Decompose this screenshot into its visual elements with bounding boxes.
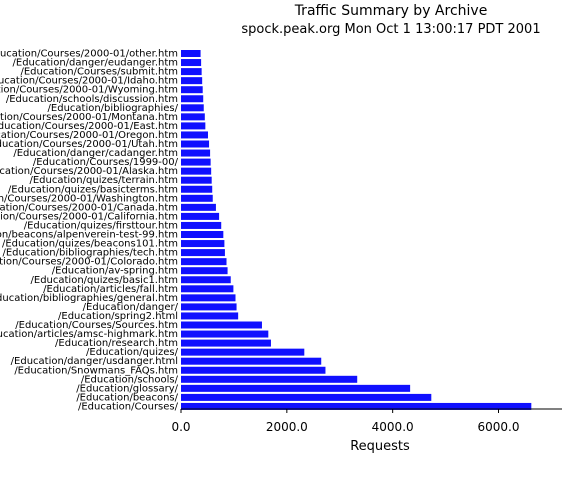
bar	[181, 348, 305, 356]
category-label: /Education/beacons/alpenverein-test-99.h…	[0, 230, 178, 241]
bar	[181, 50, 201, 57]
bar	[181, 185, 213, 193]
bar	[181, 86, 203, 94]
category-label: /Education/danger/	[83, 302, 179, 313]
bar	[181, 95, 204, 103]
category-label: /Education/glossary/	[76, 383, 178, 394]
category-label: /Education/Courses/submit.htm	[20, 67, 178, 78]
bar	[181, 339, 271, 347]
bar	[181, 140, 210, 148]
category-label: /Education/quizes/firsttour.htm	[24, 220, 178, 231]
bar	[181, 258, 227, 266]
bar	[181, 384, 411, 392]
category-label: /Education/articles/amsc-highmark.htm	[0, 329, 178, 340]
bar	[181, 294, 236, 302]
category-label: /Education/bibliographies/	[48, 103, 179, 114]
category-label: /Education/Courses/2000-01/California.ht…	[0, 211, 178, 222]
category-label: /Education/danger/usdanger.html	[11, 356, 178, 367]
category-label: /Education/danger/eudanger.htm	[13, 58, 179, 69]
chart-title: Traffic Summary by Archive	[294, 3, 488, 19]
x-axis-ticks: 0.0 2000.0 4000.0 6000.0	[171, 409, 520, 434]
category-label: /Education/Courses/2000-01/Montana.htm	[0, 112, 178, 123]
bar	[181, 176, 212, 184]
x-axis-title: Requests	[350, 439, 410, 454]
bar	[181, 303, 237, 311]
category-label: /Education/Courses/2000-01/East.htm	[0, 121, 178, 132]
category-label: /Education/quizes/	[86, 347, 179, 358]
bar	[181, 240, 225, 248]
category-label: /Education/bibliographies/tech.htm	[2, 248, 178, 259]
category-label: /Education/bibliographies/general.htm	[0, 293, 178, 304]
bar	[181, 221, 222, 229]
category-label: /Education/Courses/1999-00/	[33, 157, 179, 168]
category-label: /Education/quizes/basicterms.htm	[8, 184, 178, 195]
bar	[181, 167, 212, 175]
bar	[181, 158, 211, 166]
bar	[181, 321, 262, 329]
bar	[181, 59, 202, 67]
bar	[181, 231, 224, 238]
category-label: /Education/articles/fall.htm	[43, 284, 178, 295]
category-label: /Education/danger/cadanger.htm	[13, 148, 178, 159]
category-label: /Education/Snowmans_FAQs.htm	[14, 365, 178, 376]
bar	[181, 131, 208, 139]
bar	[181, 212, 220, 220]
bar	[181, 393, 432, 401]
category-label: /Education/Courses/	[78, 401, 179, 412]
category-label: /Education/beacons/	[76, 392, 178, 403]
bar	[181, 366, 326, 374]
bar	[181, 77, 203, 85]
bar	[181, 357, 322, 365]
x-tick-label: 4000.0	[372, 420, 414, 434]
category-label: /Education/Courses/2000-01/Colorado.htm	[0, 257, 178, 268]
bar	[181, 285, 234, 293]
category-label: /Education/Courses/2000-01/Idaho.htm	[0, 76, 178, 87]
category-label: /Education/av-spring.htm	[52, 266, 178, 277]
bar	[181, 68, 202, 76]
category-label: /Education/quizes/terrain.htm	[29, 175, 178, 186]
category-label: /Education/spring2.html	[58, 311, 178, 322]
bar	[181, 312, 239, 320]
bar	[181, 375, 358, 383]
x-tick-label: 6000.0	[478, 420, 520, 434]
bar	[181, 194, 213, 202]
category-label: /Education/Courses/2000-01/Wyoming.htm	[0, 85, 178, 96]
bar	[181, 122, 206, 130]
x-tick-label: 0.0	[171, 420, 190, 434]
bar	[181, 249, 225, 257]
category-label: /Education/quizes/basic1.htm	[31, 275, 178, 286]
bar	[181, 330, 269, 338]
bar	[181, 276, 231, 284]
category-labels: /Education/Courses/2000-01/other.htm/Edu…	[0, 49, 179, 413]
category-label: /Education/quizes/beacons101.htm	[2, 239, 178, 250]
bar	[181, 149, 211, 157]
category-label: /Education/Courses/2000-01/Washington.ht…	[0, 193, 178, 204]
category-label: /Education/Courses/2000-01/other.htm	[0, 49, 178, 60]
chart-subtitle: spock.peak.org Mon Oct 1 13:00:17 PDT 20…	[241, 22, 540, 37]
category-label: /Education/research.htm	[55, 338, 178, 349]
bar	[181, 203, 216, 211]
category-label: /Education/Courses/Sources.htm	[15, 320, 178, 331]
category-label: /Education/Courses/2000-01/Utah.htm	[0, 139, 178, 150]
category-label: /Education/schools/discussion.htm	[6, 94, 178, 105]
category-label: /Education/Courses/2000-01/Canada.htm	[0, 202, 178, 213]
bar	[181, 104, 204, 112]
x-tick-label: 2000.0	[266, 420, 308, 434]
category-label: /Education/Courses/2000-01/Alaska.htm	[0, 166, 178, 177]
bar	[181, 267, 228, 275]
category-label: /Education/schools/	[81, 374, 179, 385]
bar	[181, 113, 205, 121]
bar	[181, 402, 532, 410]
category-label: /Education/Courses/2000-01/Oregon.htm	[0, 130, 178, 141]
bars-group	[181, 50, 532, 410]
